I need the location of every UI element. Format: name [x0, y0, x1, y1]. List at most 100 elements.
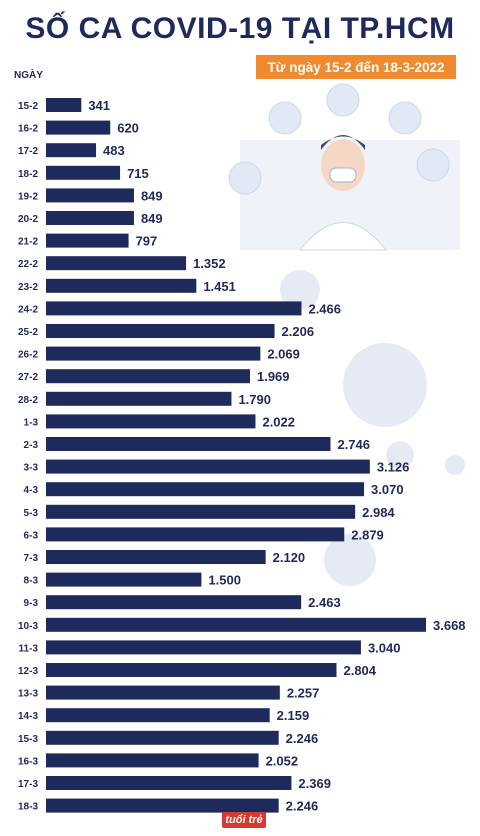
category-label: 14-3 [18, 711, 38, 722]
category-label: 25-2 [18, 327, 38, 338]
bar [46, 278, 197, 293]
bar [46, 165, 121, 180]
bar [46, 685, 280, 700]
category-label: 23-2 [18, 282, 38, 293]
category-label: 13-3 [18, 689, 38, 700]
value-label: 2.022 [262, 414, 295, 429]
value-label: 3.126 [377, 460, 410, 475]
category-label: 26-2 [18, 350, 38, 361]
value-label: 2.120 [273, 550, 306, 565]
category-label: 8-3 [24, 576, 39, 587]
bar [46, 301, 302, 316]
category-label: 3-3 [24, 463, 39, 474]
bar [46, 414, 256, 429]
bar [46, 324, 275, 338]
bar [46, 188, 134, 203]
category-label: 15-2 [18, 101, 38, 112]
category-label: 27-2 [18, 372, 38, 383]
value-label: 849 [141, 211, 163, 226]
category-label: 16-3 [18, 756, 38, 767]
value-label: 2.246 [286, 731, 319, 746]
category-label: 1-3 [24, 417, 39, 428]
value-label: 1.352 [193, 256, 226, 271]
bar [46, 595, 302, 610]
tuoitre-logo: tuổi trẻ [222, 812, 266, 828]
date-range-badge: Từ ngày 15-2 đến 18-3-2022 [256, 55, 456, 79]
value-label: 483 [103, 143, 125, 158]
bar [46, 663, 337, 677]
category-label: 17-2 [18, 146, 38, 157]
value-label: 1.500 [208, 573, 241, 588]
bar [46, 504, 356, 519]
bar [46, 346, 261, 361]
bar [46, 211, 134, 225]
value-label: 3.040 [368, 640, 401, 655]
value-label: 1.969 [257, 369, 290, 384]
bar [46, 776, 292, 790]
category-label: 18-2 [18, 169, 38, 180]
category-label: 5-3 [24, 508, 39, 519]
category-label: 7-3 [24, 553, 39, 564]
category-label: 10-3 [18, 621, 38, 632]
category-label: 22-2 [18, 259, 38, 270]
bar [46, 98, 82, 112]
axis-title: NGÀY [14, 70, 43, 81]
value-label: 715 [127, 166, 149, 181]
value-label: 2.369 [298, 776, 331, 791]
category-label: 16-2 [18, 124, 38, 135]
bar [46, 391, 232, 406]
category-label: 11-3 [19, 643, 39, 654]
value-label: 2.159 [277, 708, 310, 723]
bar [46, 459, 370, 474]
value-label: 3.668 [433, 618, 466, 633]
value-label: 797 [136, 234, 158, 249]
bar [46, 120, 111, 135]
bar [46, 798, 279, 813]
bar [46, 708, 270, 723]
value-label: 2.069 [267, 347, 300, 362]
value-label: 2.463 [308, 595, 341, 610]
category-label: 2-3 [24, 440, 39, 451]
category-label: 18-3 [18, 802, 38, 813]
value-label: 3.070 [371, 482, 404, 497]
value-label: 2.257 [287, 686, 320, 701]
bar [46, 233, 129, 248]
category-label: 4-3 [24, 485, 39, 496]
value-label: 341 [88, 98, 110, 113]
category-label: 9-3 [24, 598, 39, 609]
bar [46, 256, 187, 271]
bar [46, 527, 345, 542]
category-label: 24-2 [18, 304, 38, 315]
chart-title: SỐ CA COVID-19 TẠI TP.HCM [25, 12, 455, 45]
bar [46, 369, 250, 384]
value-label: 2.804 [343, 663, 376, 678]
value-label: 849 [141, 188, 163, 203]
value-label: 620 [117, 121, 139, 136]
value-label: 1.451 [203, 279, 236, 294]
bar [46, 617, 426, 632]
bar [46, 753, 259, 768]
value-label: 1.790 [238, 392, 271, 407]
value-label: 2.246 [286, 799, 319, 814]
bar [46, 482, 365, 497]
category-label: 6-3 [24, 530, 39, 541]
category-label: 21-2 [18, 237, 38, 248]
category-label: 19-2 [18, 191, 38, 202]
doctor-illustration [228, 83, 460, 251]
value-label: 2.984 [362, 505, 395, 520]
bar [46, 437, 331, 451]
bar [46, 730, 279, 745]
value-label: 2.466 [308, 301, 341, 316]
category-label: 20-2 [18, 214, 38, 225]
virus-illustration [280, 270, 465, 586]
bar [46, 640, 361, 655]
category-label: 17-3 [18, 779, 38, 790]
category-label: 12-3 [18, 666, 38, 677]
value-label: 2.746 [337, 437, 370, 452]
category-label: 28-2 [18, 395, 38, 406]
value-label: 2.052 [266, 753, 299, 768]
bar [46, 550, 266, 564]
bar [46, 572, 202, 587]
category-label: 15-3 [18, 734, 38, 745]
